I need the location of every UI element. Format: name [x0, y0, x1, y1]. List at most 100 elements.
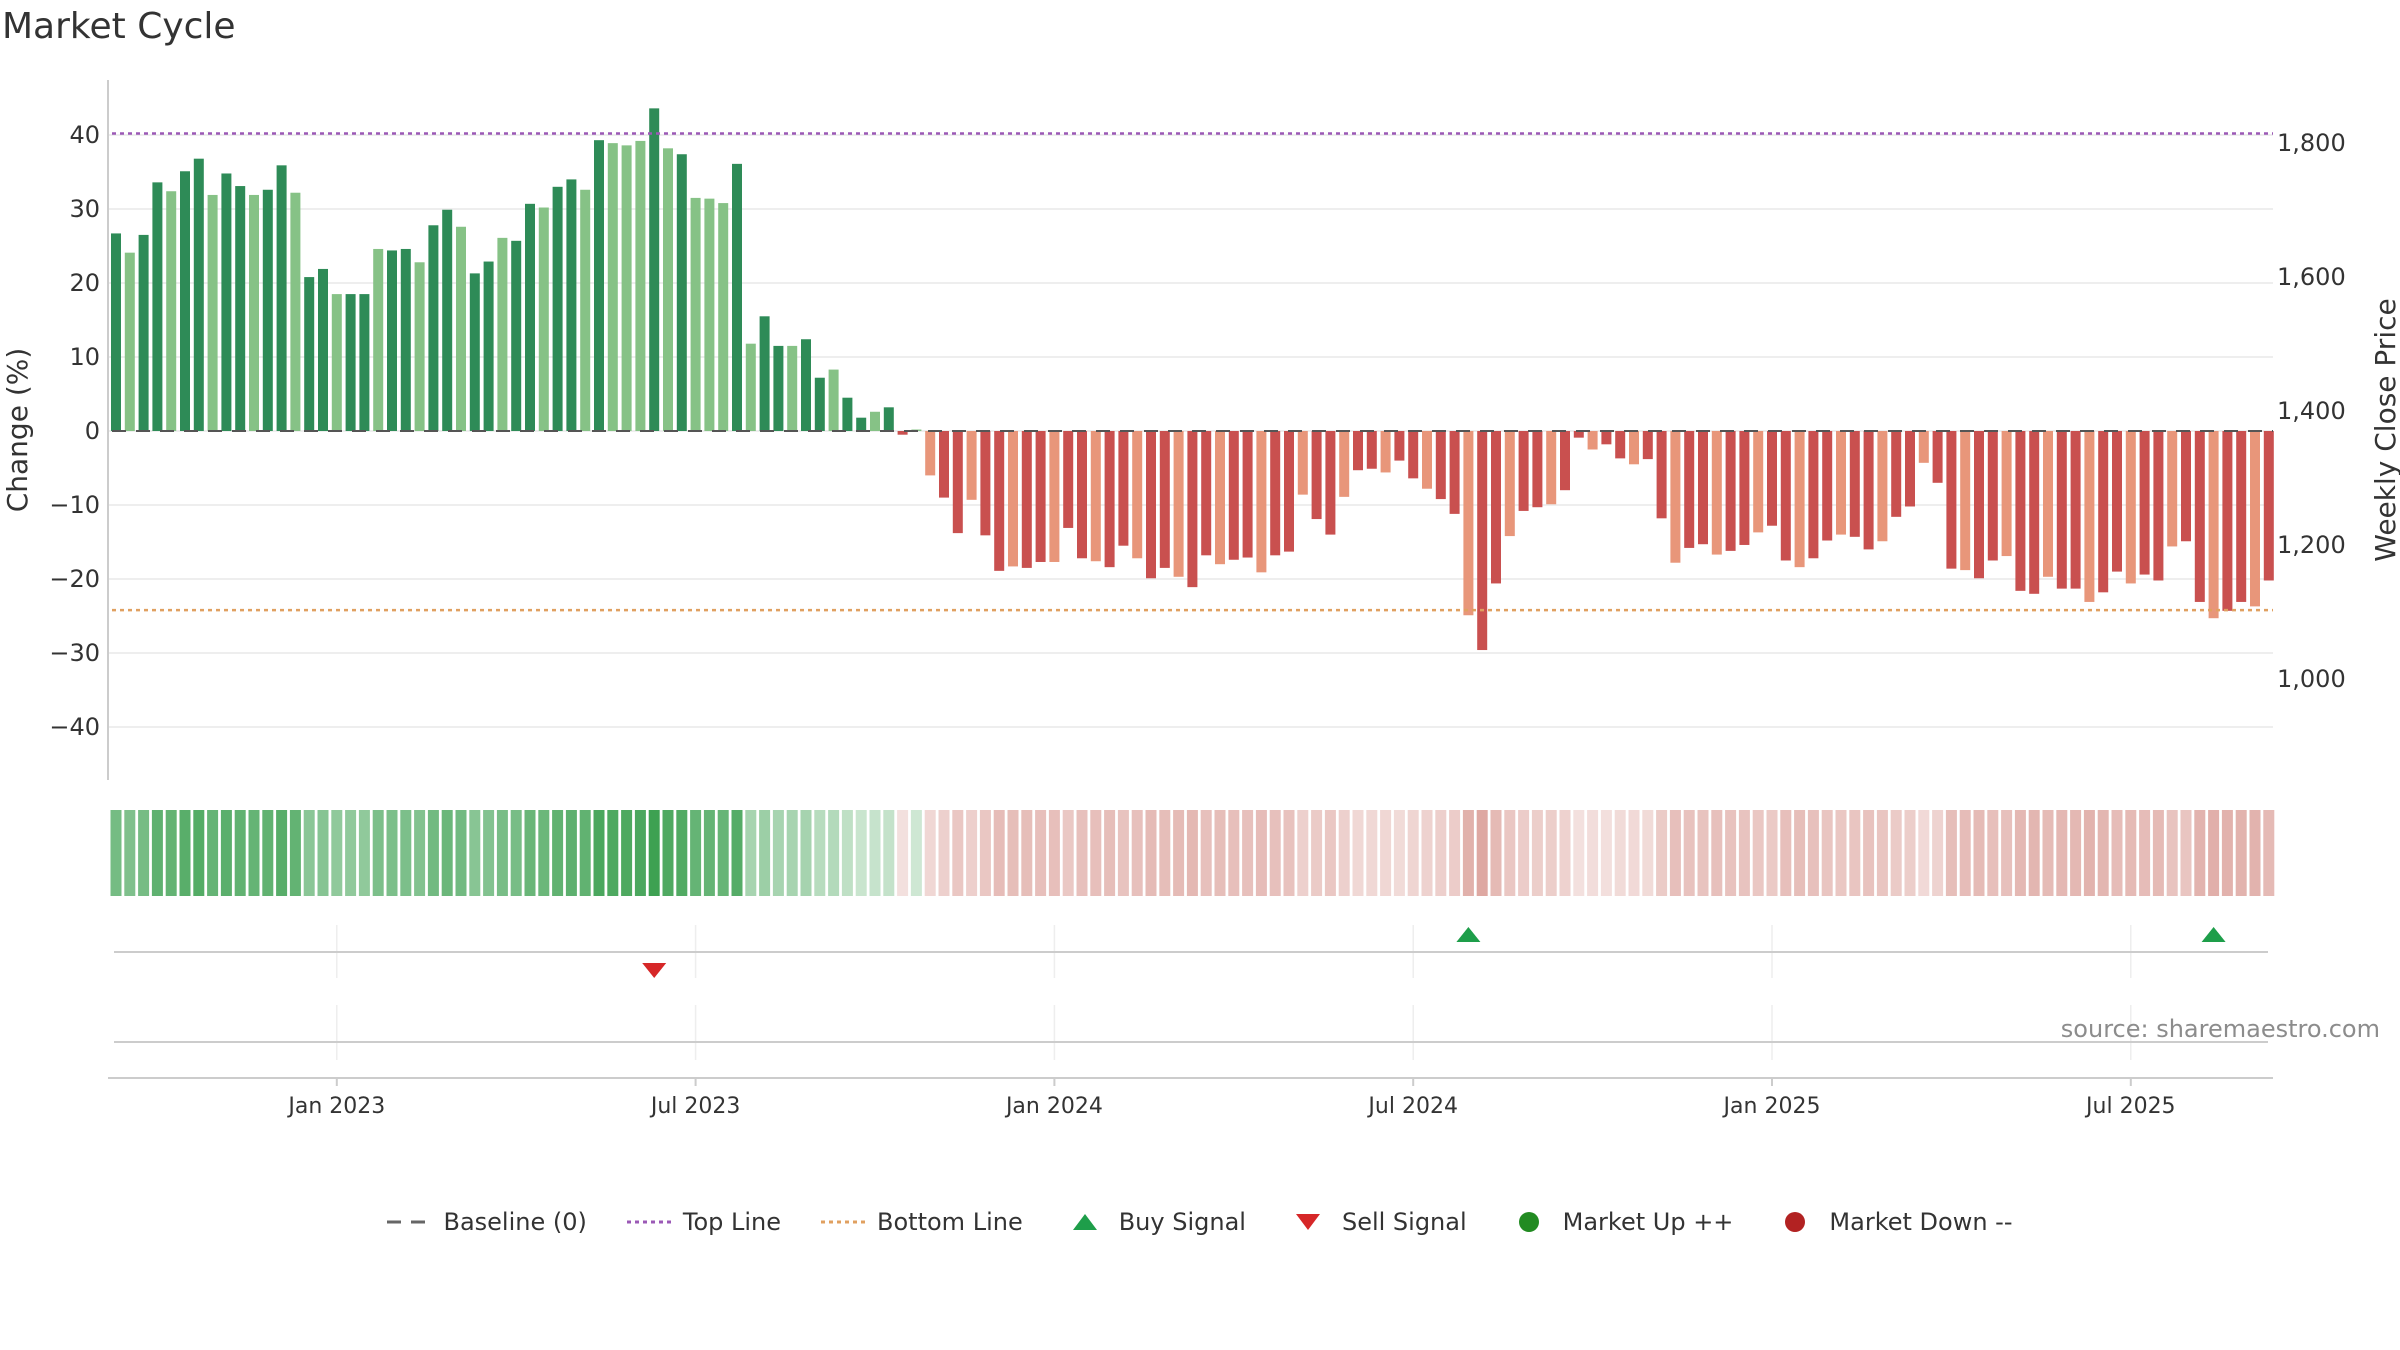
heat-cell	[1076, 810, 1088, 896]
y-tick-label: −10	[49, 491, 100, 519]
y2-tick-label: 1,600	[2277, 263, 2346, 291]
bar	[2043, 431, 2053, 577]
bar	[732, 163, 742, 432]
bar	[483, 261, 494, 431]
legend-label: Bottom Line	[877, 1208, 1023, 1236]
bar	[428, 225, 439, 431]
heat-cell	[2001, 810, 2013, 896]
bar	[373, 248, 384, 431]
heat-cell	[1959, 810, 1971, 896]
heat-cell	[110, 810, 122, 896]
bar	[1987, 431, 1998, 561]
bar	[897, 431, 908, 435]
bar	[1518, 431, 1529, 511]
bar	[1394, 431, 1405, 461]
heat-cell	[1794, 810, 1806, 896]
heat-cell	[1476, 810, 1488, 896]
bar	[704, 198, 715, 431]
bar	[249, 194, 259, 431]
heat-cell	[1021, 810, 1033, 896]
heat-cell	[1945, 810, 1957, 896]
bar	[1725, 431, 1736, 551]
bar	[1146, 431, 1156, 579]
heat-cell	[1973, 810, 1985, 896]
heat-cell	[483, 810, 495, 896]
legend-label: Market Down --	[1829, 1208, 2013, 1236]
heat-cell	[1821, 810, 1833, 896]
bar	[925, 431, 936, 476]
bar	[2263, 431, 2274, 581]
heat-cell	[1669, 810, 1681, 896]
bar	[2112, 431, 2122, 572]
bar	[180, 171, 190, 431]
heat-cell	[1462, 810, 1474, 896]
heat-cell	[1214, 810, 1226, 896]
heat-cell	[220, 810, 232, 896]
heat-cell	[1587, 810, 1599, 896]
bar	[566, 179, 577, 431]
heat-cell	[1048, 810, 1060, 896]
bar	[1670, 431, 1681, 563]
legend-item-market-up[interactable]: Market Up ++	[1507, 1208, 1734, 1236]
heat-cell	[2028, 810, 2040, 896]
legend-item-buy-signal[interactable]: Buy Signal	[1063, 1208, 1246, 1236]
heat-cell	[607, 810, 619, 896]
heat-cell	[1035, 810, 1047, 896]
heat-cell	[510, 810, 522, 896]
heat-cell	[2139, 810, 2151, 896]
legend-label: Market Up ++	[1562, 1208, 1734, 1236]
legend-item-market-down[interactable]: Market Down --	[1773, 1208, 2013, 1236]
heat-cell	[1352, 810, 1364, 896]
bar	[1228, 431, 1239, 560]
bar	[1918, 431, 1929, 463]
heat-cell	[151, 810, 163, 896]
bar	[1960, 431, 1971, 571]
bar	[580, 189, 591, 431]
bar	[456, 226, 466, 431]
bar	[1380, 431, 1391, 473]
bar	[870, 411, 880, 431]
bar	[1601, 431, 1612, 445]
heat-cell	[234, 810, 246, 896]
bar	[1118, 431, 1129, 546]
heat-cell	[1131, 810, 1143, 896]
bar	[414, 262, 425, 431]
bar	[2194, 431, 2205, 602]
legend-item-top-line[interactable]: Top Line	[626, 1208, 781, 1236]
bar	[1753, 431, 1764, 533]
bar	[759, 316, 770, 431]
x-tick-label: Jul 2025	[2084, 1094, 2176, 1119]
heat-cell	[1407, 810, 1419, 896]
heat-cell	[883, 810, 895, 896]
heat-cell	[869, 810, 881, 896]
heat-cell	[1987, 810, 1999, 896]
heat-cell	[1435, 810, 1447, 896]
legend-item-bottom-line[interactable]: Bottom Line	[821, 1208, 1023, 1236]
bar	[2208, 431, 2219, 619]
y2-tick-label: 1,200	[2277, 531, 2346, 559]
heat-cell	[1090, 810, 1102, 896]
legend-item-baseline[interactable]: Baseline (0)	[387, 1208, 587, 1236]
bar	[718, 203, 729, 431]
heat-cell	[1904, 810, 1916, 896]
legend-item-sell-signal[interactable]: Sell Signal	[1286, 1208, 1467, 1236]
bar	[1822, 431, 1833, 541]
bar	[1297, 431, 1308, 495]
bar	[1242, 431, 1253, 558]
bar	[883, 407, 894, 431]
heat-cell	[1297, 810, 1309, 896]
bar	[773, 345, 784, 431]
heat-cell	[207, 810, 219, 896]
bar	[1711, 431, 1722, 555]
bar	[2070, 431, 2081, 589]
heat-cell	[1311, 810, 1323, 896]
heat-cell	[2097, 810, 2109, 896]
bar	[1615, 431, 1626, 459]
heat-cell	[1559, 810, 1571, 896]
bar	[1573, 431, 1584, 438]
heat-cell	[1725, 810, 1737, 896]
heat-cell	[1159, 810, 1171, 896]
heat-cell	[634, 810, 646, 896]
bar	[1090, 431, 1101, 562]
bar	[2236, 431, 2247, 602]
